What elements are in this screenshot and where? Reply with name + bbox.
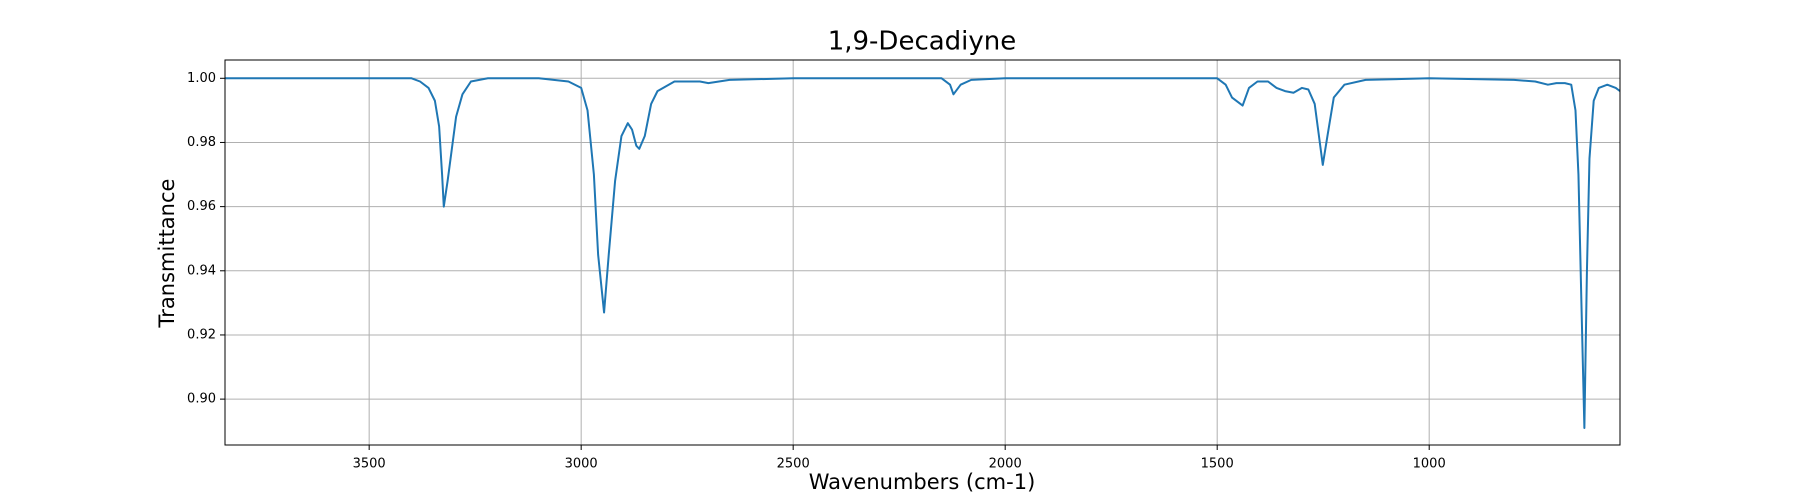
x-axis-label: Wavenumbers (cm-1)	[809, 470, 1036, 494]
y-tick-label: 0.92	[187, 327, 216, 342]
x-tick-label: 1500	[1201, 457, 1234, 472]
x-tick-label: 2000	[989, 457, 1022, 472]
spectrum-line	[225, 77, 1621, 429]
y-tick-label: 0.94	[187, 263, 216, 278]
y-tick-label: 0.98	[187, 135, 216, 150]
y-axis-label: Transmittance	[155, 179, 179, 329]
plot-frame	[224, 59, 1621, 446]
x-tick-label: 1000	[1413, 457, 1446, 472]
x-tick-label: 2500	[777, 457, 810, 472]
chart-title: 1,9-Decadiyne	[828, 27, 1017, 57]
x-tick-label: 3500	[353, 457, 386, 472]
y-tick-label: 0.90	[187, 392, 216, 407]
y-tick-label: 0.96	[187, 199, 216, 214]
x-tick-label: 3000	[565, 457, 598, 472]
y-tick-label: 1.00	[187, 71, 216, 86]
